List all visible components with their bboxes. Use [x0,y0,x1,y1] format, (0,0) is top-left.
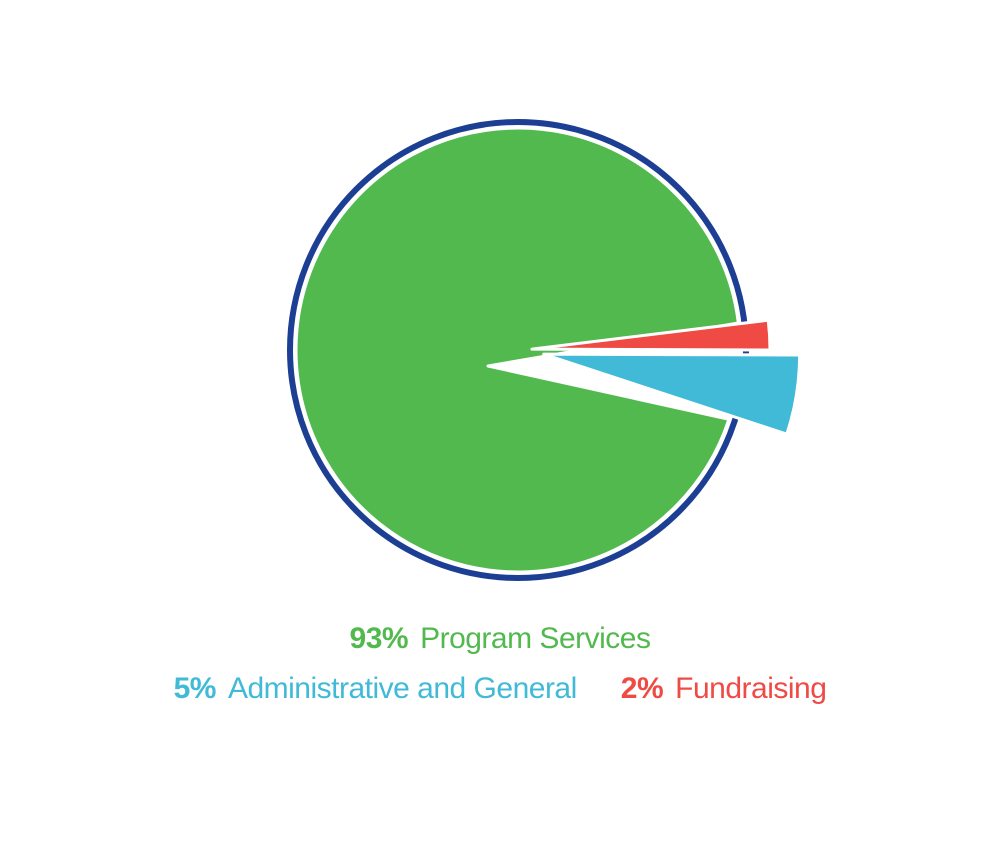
legend-percent: 2% [620,672,664,705]
legend-label: Administrative and General [227,672,577,705]
legend-row-1: 93% Program Services [0,622,1000,656]
pie-slice-administrative-and-general [542,352,802,436]
pie-chart [287,119,802,581]
pie-slice-program-services [294,126,740,574]
legend-entry-fundraising: 2% Fundraising [621,672,827,706]
pie-slice-fundraising [530,318,772,352]
legend-label: Program Services [420,622,651,655]
legend-percent: 93% [349,622,409,655]
legend-label: Fundraising [675,672,827,705]
legend-entry-administrative-and-general: 5% Administrative and General [173,672,578,706]
legend-row-2: 5% Administrative and General 2% Fundraisi… [0,672,1000,706]
legend-percent: 5% [173,672,217,705]
legend-entry-program-services: 93% Program Services [350,622,651,656]
